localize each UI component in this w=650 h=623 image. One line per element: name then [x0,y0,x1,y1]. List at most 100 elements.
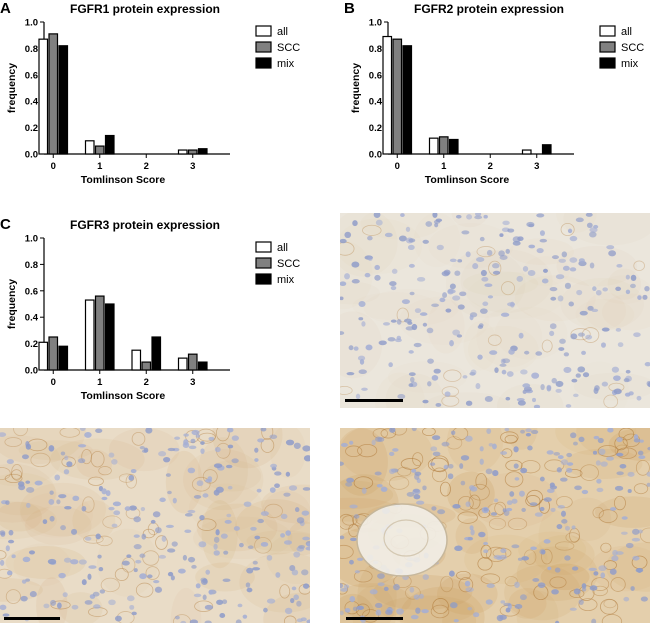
nucleus [454,545,463,552]
y-tick-label: 0.4 [25,97,39,108]
x-tick-label: 1 [97,377,103,388]
nucleus [190,438,196,444]
nucleus [621,516,628,520]
nucleus [195,434,201,438]
nucleus [174,615,180,620]
nucleus [195,583,201,589]
nucleus [182,442,190,449]
nucleus [614,485,624,491]
nucleus [647,446,650,451]
nucleus [601,381,609,387]
nucleus [365,344,373,351]
nucleus [302,583,310,589]
nucleus [257,438,265,443]
nucleus [222,578,231,583]
nucleus [56,499,61,505]
nucleus [494,367,499,373]
nucleus [344,607,351,613]
nucleus [340,296,344,301]
nucleus [546,384,552,391]
nucleus [26,487,35,493]
cell-membrane [4,473,23,483]
nucleus [34,480,43,486]
nucleus [616,263,623,268]
nucleus [566,452,573,458]
nucleus [611,366,620,373]
cell-membrane [633,260,645,272]
legend-label: SCC [621,42,644,54]
bar [94,295,105,371]
nucleus [79,428,86,432]
nucleus [432,451,441,457]
nucleus [213,536,220,543]
nucleus [466,214,473,220]
nucleus [413,494,421,500]
cell-membrane [578,598,598,612]
nucleus [568,301,574,307]
bar [382,35,393,155]
nucleus [573,588,581,595]
nucleus [595,460,601,466]
nucleus [551,589,559,595]
nucleus [465,251,471,258]
nucleus [492,443,497,450]
legend-label: all [277,242,288,254]
nucleus [477,354,483,360]
panel-letter-a: A [0,0,11,17]
panel-letter-b: B [344,0,355,17]
nucleus [444,391,451,397]
nucleus [202,578,208,584]
nucleus [555,380,564,388]
nucleus [294,507,300,513]
nucleus [485,599,493,605]
nucleus [60,451,66,456]
nucleus [200,441,205,445]
cell-membrane [0,550,7,560]
nucleus [513,446,519,453]
nucleus [411,323,418,331]
nucleus [505,248,510,254]
nucleus [539,476,545,482]
nucleus [476,257,485,263]
nucleus [447,473,454,480]
nucleus [567,228,573,234]
stain-patch [508,587,547,619]
nucleus [101,488,107,495]
nucleus [560,477,568,482]
nucleus [479,458,484,465]
nucleus [598,565,607,572]
nucleus [57,602,62,609]
stain-patch [261,484,310,524]
nucleus [163,456,171,463]
cell-membrane [541,548,553,565]
nucleus [215,529,220,536]
nucleus [275,572,281,578]
nucleus [598,448,606,455]
nucleus [280,533,286,538]
nucleus [183,433,189,437]
cell-membrane [592,506,604,519]
stain-patch [516,546,598,601]
nucleus [340,461,344,466]
x-tick-label: 3 [190,377,195,388]
keratin-pearl [356,503,448,577]
nucleus [531,397,537,403]
nucleus [506,371,514,377]
nucleus [506,500,513,506]
nucleus [260,511,269,516]
nucleus [484,396,493,402]
nucleus [487,295,494,299]
nucleus [549,287,558,292]
nucleus [520,369,528,375]
nucleus [431,374,439,381]
bar [177,357,188,371]
nucleus [530,546,537,551]
nucleus [578,599,584,605]
cell-membrane [610,577,626,592]
cell-membrane [601,614,623,623]
nucleus [266,554,273,561]
nucleus [410,614,419,620]
nucleus [581,350,586,355]
nucleus [522,383,531,388]
nucleus [208,589,214,595]
